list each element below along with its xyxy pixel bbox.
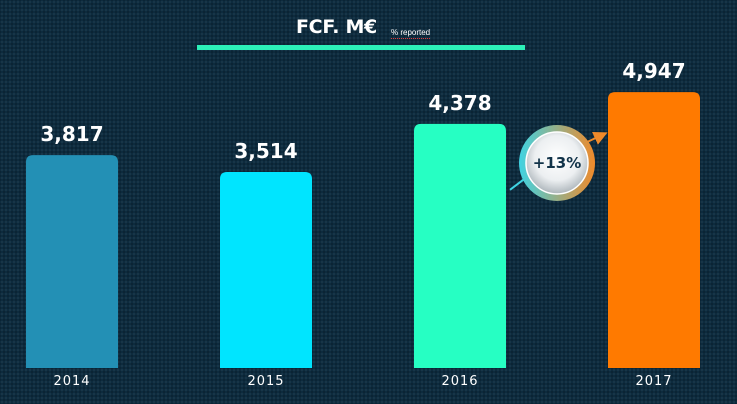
x-tick-label-2016: 2016 — [441, 374, 478, 389]
x-tick-label-2014: 2014 — [53, 374, 90, 389]
bar-2014 — [26, 155, 118, 368]
chart-header: FCF. M€ % reported — [0, 0, 737, 60]
bar-2015 — [220, 172, 312, 368]
bar-2016 — [414, 123, 506, 368]
bar-2017 — [608, 92, 700, 368]
bars-layer: 3,817 2014 3,514 2015 4,378 2016 4,947 2017 — [26, 59, 700, 389]
data-label-2015: 3,514 — [234, 139, 297, 163]
data-label-2016: 4,378 — [428, 91, 491, 115]
growth-badge-label: +13% — [533, 154, 581, 172]
data-label-2017: 4,947 — [622, 59, 685, 83]
growth-annotation: +13% — [509, 124, 608, 201]
x-tick-label-2017: 2017 — [635, 374, 672, 389]
data-label-2014: 3,817 — [40, 122, 103, 146]
title-underline — [197, 45, 525, 50]
growth-badge-disc — [525, 131, 589, 195]
x-tick-label-2015: 2015 — [247, 374, 284, 389]
chart-subtitle: % reported — [391, 28, 431, 39]
chart-title: FCF. M€ — [296, 16, 377, 38]
